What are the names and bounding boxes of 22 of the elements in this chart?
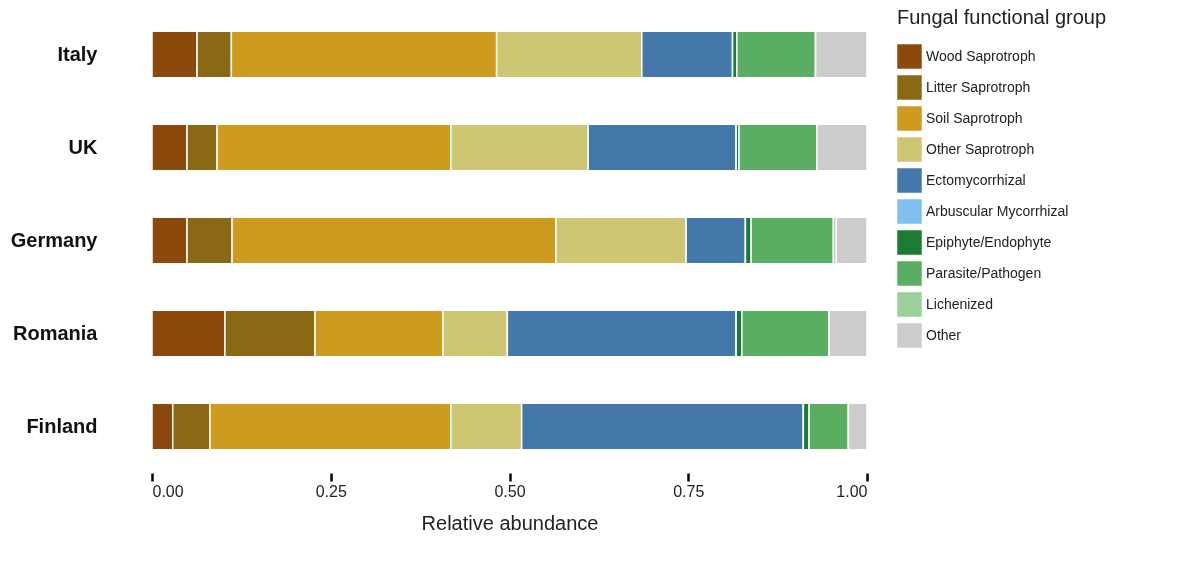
legend-label: Litter Saprotroph	[926, 78, 1031, 95]
legend-label: Epiphyte/Endophyte	[926, 233, 1052, 250]
legend-label: Arbuscular Mycorrhizal	[926, 202, 1069, 219]
legend-label: Other Saprotroph	[926, 140, 1035, 157]
y-tick-label: Romania	[13, 321, 99, 344]
x-tick-label: 0.25	[315, 482, 347, 500]
legend-label: Lichenized	[926, 295, 993, 312]
legend-title: Fungal functional group	[897, 6, 1107, 28]
y-tick-label: Germany	[10, 228, 99, 251]
x-tick-label: 0.75	[673, 482, 705, 500]
legend-label: Soil Saprotroph	[926, 109, 1023, 126]
legend-label: Wood Saprotroph	[926, 47, 1036, 64]
x-tick-label: 0.50	[494, 482, 526, 500]
legend-label: Ectomycorrhizal	[926, 171, 1026, 188]
y-tick-label: Italy	[57, 42, 99, 65]
y-tick-label: Finland	[26, 414, 98, 437]
x-axis-title: Relative abundance	[421, 511, 599, 534]
legend-label: Other	[926, 326, 962, 343]
y-tick-label: UK	[68, 135, 99, 158]
x-tick-label: 0.00	[152, 482, 184, 500]
x-tick-label: 1.00	[836, 482, 868, 500]
legend-label: Parasite/Pathogen	[926, 264, 1042, 281]
